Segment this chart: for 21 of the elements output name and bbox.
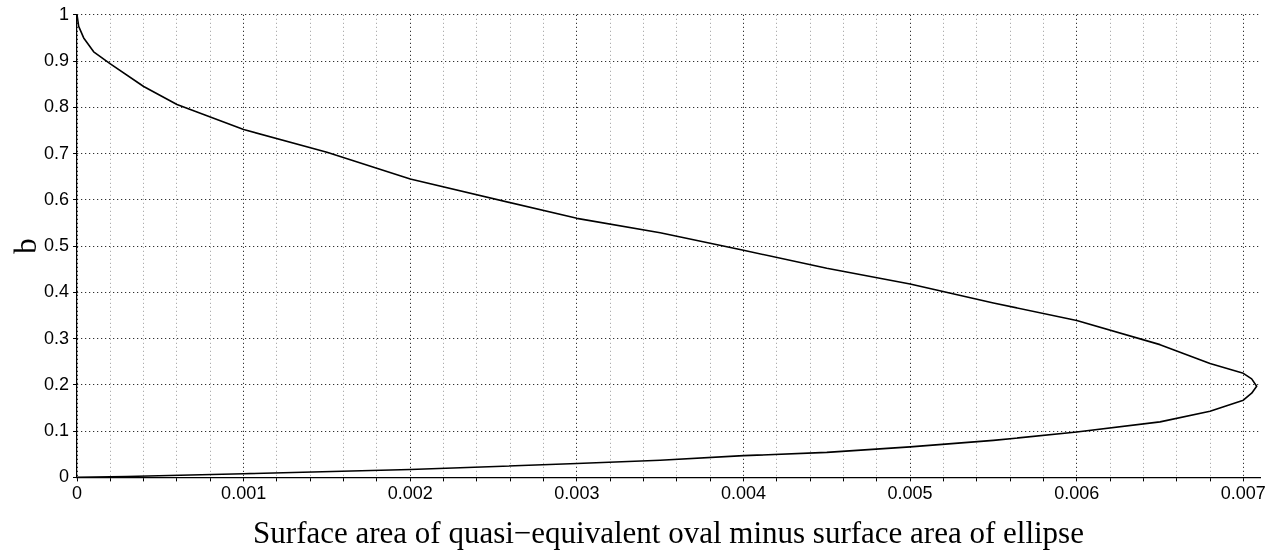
y-tick-label: 0 <box>59 466 70 487</box>
y-tick-label: 0.3 <box>43 327 70 348</box>
x-tick-label: 0.002 <box>387 483 433 504</box>
y-tick-label: 0.7 <box>43 142 70 163</box>
x-tick-label: 0.007 <box>1220 483 1266 504</box>
y-tick-label: 0.4 <box>43 281 70 302</box>
x-tick-label: 0.005 <box>887 483 933 504</box>
y-tick-label: 1 <box>59 3 70 24</box>
x-tick-label: 0 <box>72 483 83 504</box>
x-tick-label: 0.006 <box>1054 483 1100 504</box>
y-tick-label: 0.9 <box>43 50 70 71</box>
x-tick-label: 0.003 <box>554 483 600 504</box>
y-tick-label: 0.2 <box>43 373 70 394</box>
y-tick-label: 0.6 <box>43 188 70 209</box>
y-tick-label: 0.5 <box>43 235 70 256</box>
x-tick-label: 0.004 <box>720 483 767 504</box>
x-tick-label: 0.001 <box>221 483 267 504</box>
y-tick-label: 0.1 <box>43 420 70 441</box>
y-axis-title: b <box>8 238 44 254</box>
x-axis-title: Surface area of quasi−equivalent oval minus surface area of ellipse <box>253 514 1084 550</box>
y-tick-label: 0.8 <box>43 96 70 117</box>
